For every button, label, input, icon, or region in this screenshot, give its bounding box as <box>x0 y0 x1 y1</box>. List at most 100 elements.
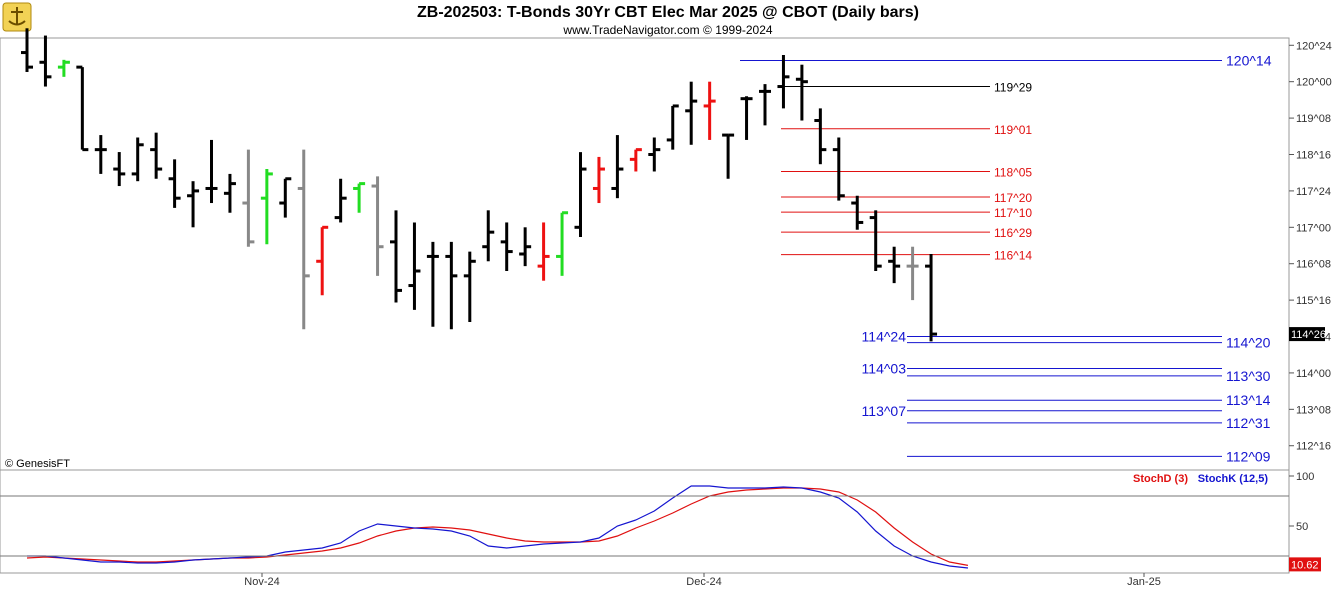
price-bar <box>666 104 679 150</box>
price-bar <box>648 137 661 172</box>
stochastic-lines: 10.62 <box>26 485 1321 572</box>
price-bar <box>353 182 366 213</box>
price-bar <box>187 181 200 228</box>
stoch-panel <box>0 469 1290 574</box>
price-bar <box>611 135 624 199</box>
level-label: 120^14 <box>1226 52 1272 68</box>
price-bar <box>906 246 919 301</box>
price-bar <box>57 59 70 77</box>
level-label: 114^20 <box>1226 335 1271 351</box>
level-label: 116^29 <box>994 226 1032 240</box>
price-tick-label: 120^00 <box>1296 77 1332 89</box>
price-bar <box>574 152 587 238</box>
watermark: © GenesisFT <box>5 458 70 470</box>
level-label: 113^07 <box>862 403 907 419</box>
level-label: 117^10 <box>994 206 1032 220</box>
last-price: 114^26 <box>1289 327 1326 342</box>
price-bar <box>205 139 218 204</box>
price-bar <box>556 211 569 276</box>
legend-stochd: StochD (3) <box>1133 473 1188 485</box>
price-bar <box>371 176 384 276</box>
price-bar <box>150 132 163 179</box>
price-bar <box>519 227 532 267</box>
price-bar <box>759 84 771 126</box>
price-panel <box>0 37 1290 471</box>
price-bar <box>795 64 808 121</box>
price-bars <box>21 28 938 342</box>
level-label: 113^14 <box>1226 392 1271 408</box>
price-tick-label: 118^16 <box>1296 149 1331 161</box>
level-label: 119^01 <box>994 123 1032 137</box>
price-tick-label: 117^24 <box>1296 186 1331 198</box>
price-bar <box>131 137 144 182</box>
price-bar <box>334 178 347 223</box>
price-bar <box>408 222 421 310</box>
price-bar <box>76 65 89 152</box>
level-label: 118^05 <box>994 165 1032 179</box>
price-bar <box>832 137 845 201</box>
price-bar <box>869 210 882 271</box>
price-bar <box>94 135 107 174</box>
chart-subtitle: www.TradeNavigator.com © 1999-2024 <box>562 23 772 37</box>
price-bar <box>537 222 550 281</box>
price-bar <box>279 177 292 218</box>
price-bar <box>592 156 605 204</box>
stoch-last-label: 10.62 <box>1291 559 1319 571</box>
stoch-tick-label: 100 <box>1296 471 1314 483</box>
level-label: 113^30 <box>1226 368 1271 384</box>
level-label: 114^24 <box>862 329 907 345</box>
price-bar <box>888 246 901 284</box>
date-tick-label: Jan-25 <box>1127 576 1161 588</box>
price-bar <box>242 149 255 247</box>
level-label: 117^20 <box>994 191 1032 205</box>
price-bar <box>925 254 938 342</box>
price-bar <box>39 35 52 87</box>
price-bar <box>814 108 827 165</box>
price-bar <box>168 159 181 208</box>
price-axis: 120^24 120^00 119^08 118^16 117^24 117^00 116^… <box>1289 40 1332 453</box>
level-label: 116^14 <box>994 249 1032 263</box>
price-bar <box>740 96 753 140</box>
price-bar <box>851 195 864 230</box>
price-tick-label: 115^16 <box>1296 295 1331 307</box>
price-bar <box>316 225 329 296</box>
date-axis: Nov-24 Dec-24 Jan-25 <box>244 573 1161 588</box>
legend-stochk: StochK (12,5) <box>1198 473 1269 485</box>
price-bar <box>482 210 495 262</box>
date-tick-label: Nov-24 <box>244 576 279 588</box>
stoch-last-box <box>1289 557 1321 572</box>
price-tick-label: 114^00 <box>1296 368 1331 380</box>
level-label: 114^03 <box>862 361 907 377</box>
price-bar <box>777 54 790 109</box>
price-bar <box>685 81 698 145</box>
price-tick-label: 116^08 <box>1296 259 1331 271</box>
price-bar <box>21 28 33 72</box>
price-tick-label: 113^08 <box>1296 404 1331 416</box>
price-bar <box>722 133 735 179</box>
price-bar <box>703 81 716 140</box>
price-bar <box>223 173 236 213</box>
price-tick-label: 117^00 <box>1296 222 1331 234</box>
level-label: 112^31 <box>1226 415 1271 431</box>
price-tick-label: 119^08 <box>1296 113 1331 125</box>
stoch-axis: 100 50 <box>0 471 1314 557</box>
price-bar <box>297 149 310 330</box>
price-bar <box>500 222 513 271</box>
chart-title: ZB-202503: T-Bonds 30Yr CBT Elec Mar 202… <box>417 4 919 21</box>
level-label: 119^29 <box>994 81 1032 95</box>
price-bar <box>629 148 642 172</box>
logo-icon <box>2 2 32 32</box>
last-price-label: 114^26 <box>1291 329 1326 341</box>
last-price-box <box>1289 327 1325 342</box>
stoch-tick-label: 50 <box>1296 521 1308 533</box>
price-tick-label: 112^16 <box>1296 441 1331 453</box>
price-bar <box>463 251 476 322</box>
date-tick-label: Dec-24 <box>686 576 721 588</box>
level-label: 112^09 <box>1226 448 1271 464</box>
price-tick-label: 120^24 <box>1296 40 1332 52</box>
price-bar <box>390 210 402 303</box>
price-bar <box>260 169 273 245</box>
price-bar <box>113 152 126 187</box>
